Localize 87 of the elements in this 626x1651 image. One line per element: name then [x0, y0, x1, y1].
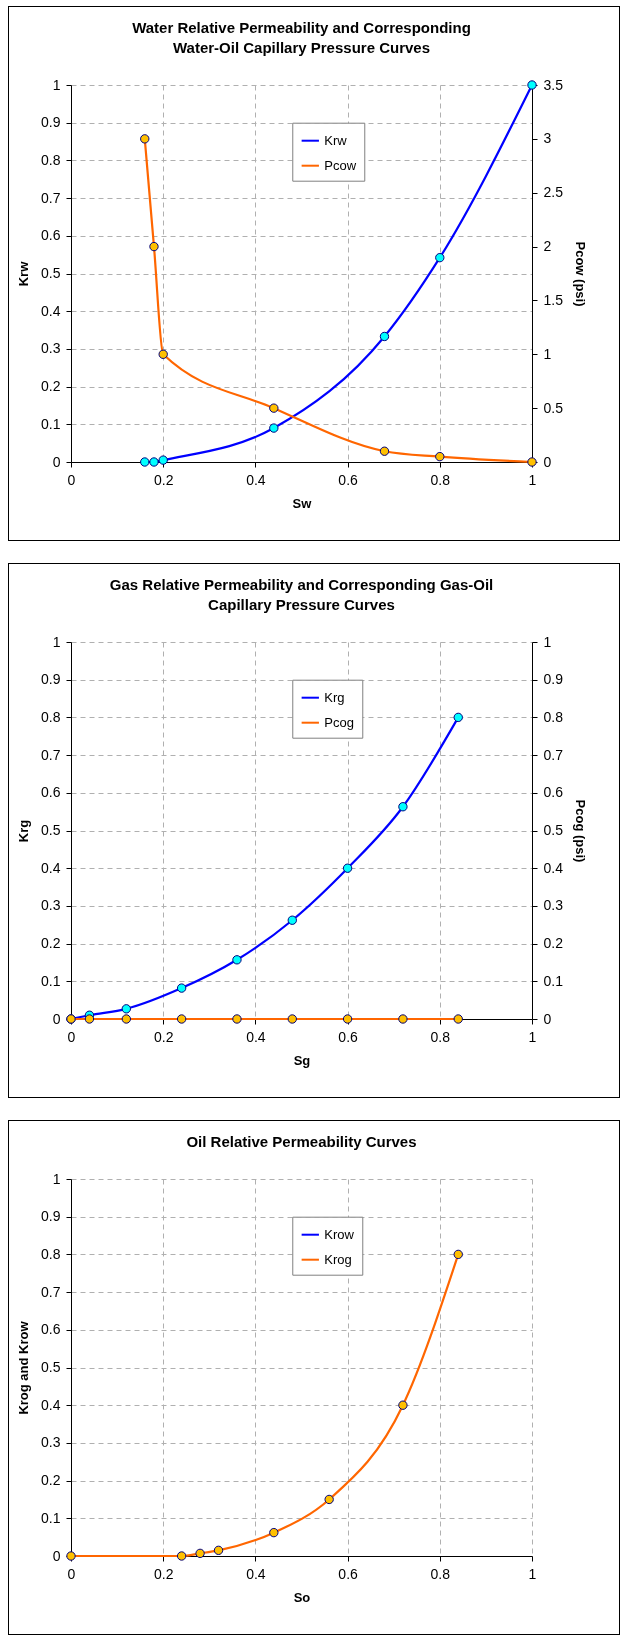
y-tick-label: 1 — [52, 76, 61, 93]
legend-label: Pcow — [324, 157, 357, 173]
y2-tick-label: 3 — [543, 130, 552, 147]
x-axis-title: Sw — [292, 495, 313, 511]
y-tick-label: 0.3 — [41, 897, 61, 914]
y-axis-title: Krog and Krow — [16, 1320, 32, 1415]
y-tick-label: 0 — [52, 1547, 61, 1564]
y-tick-label: 0.6 — [41, 227, 61, 244]
x-tick-label: 0.2 — [153, 471, 174, 488]
y2-tick-label: 3.5 — [543, 76, 564, 93]
legend-label: Krow — [324, 1226, 355, 1242]
y-tick-label: 0.3 — [41, 340, 61, 357]
y-tick-label: 0.7 — [41, 1283, 61, 1300]
x-tick-label: 0.4 — [246, 471, 266, 488]
y2-tick-label: 2.5 — [543, 184, 564, 201]
y2-tick-label: 0.9 — [543, 671, 564, 688]
y2-tick-label: 0.3 — [543, 897, 564, 914]
y-tick-label: 0.7 — [41, 746, 61, 763]
y2-axis-title: Pcow (psi) — [572, 241, 588, 307]
y2-tick-label: 0.4 — [543, 859, 564, 876]
y-tick-label: 0 — [52, 1010, 61, 1027]
x-tick-label: 1 — [528, 1028, 537, 1045]
y-tick-label: 0.4 — [41, 859, 61, 876]
x-tick-label: 0.4 — [246, 1028, 266, 1045]
y-tick-label: 0.5 — [41, 822, 61, 838]
y-tick-label: 0.8 — [41, 708, 61, 725]
x-tick-label: 0.2 — [153, 1028, 174, 1045]
y-tick-label: 0.5 — [41, 265, 61, 281]
y-tick-label: 0.2 — [41, 378, 61, 395]
y-tick-label: 0.8 — [41, 1245, 61, 1262]
y-tick-label: 0.3 — [41, 1434, 61, 1451]
x-tick-label: 0 — [67, 1565, 76, 1582]
y2-axis-title: Pcog (psi) — [572, 799, 588, 863]
y2-tick-label: 2 — [543, 238, 552, 255]
y2-tick-label: 0 — [543, 453, 552, 470]
x-tick-label: 0 — [67, 1028, 76, 1045]
x-tick-label: 1 — [528, 471, 537, 488]
chart-title: Water Relative Permeability and Corresponding Water-Oil Capillary Pressure Curves — [132, 19, 471, 56]
chart-title: Oil Relative Permeability Curves — [186, 1133, 417, 1150]
y-tick-label: 0.4 — [41, 302, 61, 319]
x-tick-label: 0 — [67, 471, 76, 488]
x-tick-label: 0.8 — [430, 1565, 451, 1582]
y-tick-label: 0.9 — [41, 114, 61, 131]
x-axis-title: Sg — [293, 1052, 311, 1068]
legend-label: Krg — [324, 689, 345, 705]
x-tick-label: 0.6 — [338, 471, 359, 488]
y-tick-label: 0.5 — [41, 1359, 61, 1375]
y2-tick-label: 0.5 — [543, 399, 564, 416]
y-tick-label: 0.7 — [41, 189, 61, 206]
x-tick-label: 1 — [528, 1565, 537, 1582]
y2-tick-label: 0.7 — [543, 746, 564, 763]
y2-tick-label: 0.2 — [543, 935, 564, 952]
y2-tick-label: 0.6 — [543, 784, 564, 801]
y-tick-label: 0.9 — [41, 1208, 61, 1225]
y-axis-title: Krw — [16, 260, 32, 287]
y-tick-label: 0.4 — [41, 1396, 61, 1413]
y-tick-label: 0.1 — [41, 415, 61, 432]
y-tick-label: 0.1 — [41, 1509, 61, 1526]
y2-tick-label: 1 — [543, 633, 552, 650]
y-tick-label: 1 — [52, 633, 61, 650]
y2-tick-label: 0.5 — [543, 822, 564, 838]
y-tick-label: 1 — [52, 1170, 61, 1187]
y-tick-label: 0.6 — [41, 1321, 61, 1338]
legend-label: Krog — [324, 1251, 352, 1267]
y-tick-label: 0 — [52, 453, 61, 470]
y-tick-label: 0.2 — [41, 935, 61, 952]
y2-tick-label: 1 — [543, 345, 552, 362]
y-tick-label: 0.8 — [41, 151, 61, 168]
x-tick-label: 0.8 — [430, 471, 451, 488]
y-tick-label: 0.9 — [41, 671, 61, 688]
y-axis-title: Krg — [16, 819, 32, 843]
x-tick-label: 0.2 — [153, 1565, 174, 1582]
y2-tick-label: 0.1 — [543, 972, 564, 989]
y2-tick-label: 0 — [543, 1010, 552, 1027]
y2-tick-label: 0.8 — [543, 708, 564, 725]
y-tick-label: 0.6 — [41, 784, 61, 801]
y2-tick-label: 1.5 — [543, 291, 564, 308]
x-tick-label: 0.6 — [338, 1028, 359, 1045]
x-tick-label: 0.4 — [246, 1565, 266, 1582]
x-axis-title: So — [293, 1589, 311, 1605]
y-tick-label: 0.1 — [41, 972, 61, 989]
x-tick-label: 0.8 — [430, 1028, 451, 1045]
legend-label: Pcog — [324, 714, 354, 730]
chart-title: Gas Relative Permeability and Corresponding Gas-Oil Capillary Pressure Curves — [109, 576, 494, 613]
y-tick-label: 0.2 — [41, 1472, 61, 1489]
x-tick-label: 0.6 — [338, 1565, 359, 1582]
legend-label: Krw — [324, 132, 348, 148]
